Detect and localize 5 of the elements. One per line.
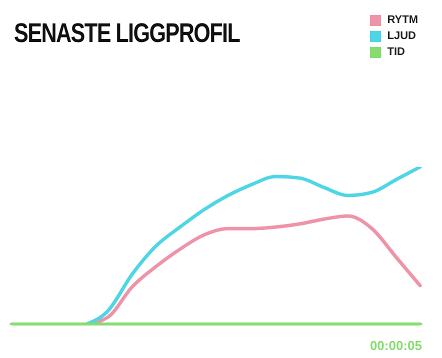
legend-label: TID [387,45,405,60]
chart-title: SENASTE LIGGPROFIL [14,18,240,49]
text: 00:00:05 [370,338,422,353]
legend-label: RYTM [387,13,418,28]
legend-label: LJUD [387,29,416,44]
